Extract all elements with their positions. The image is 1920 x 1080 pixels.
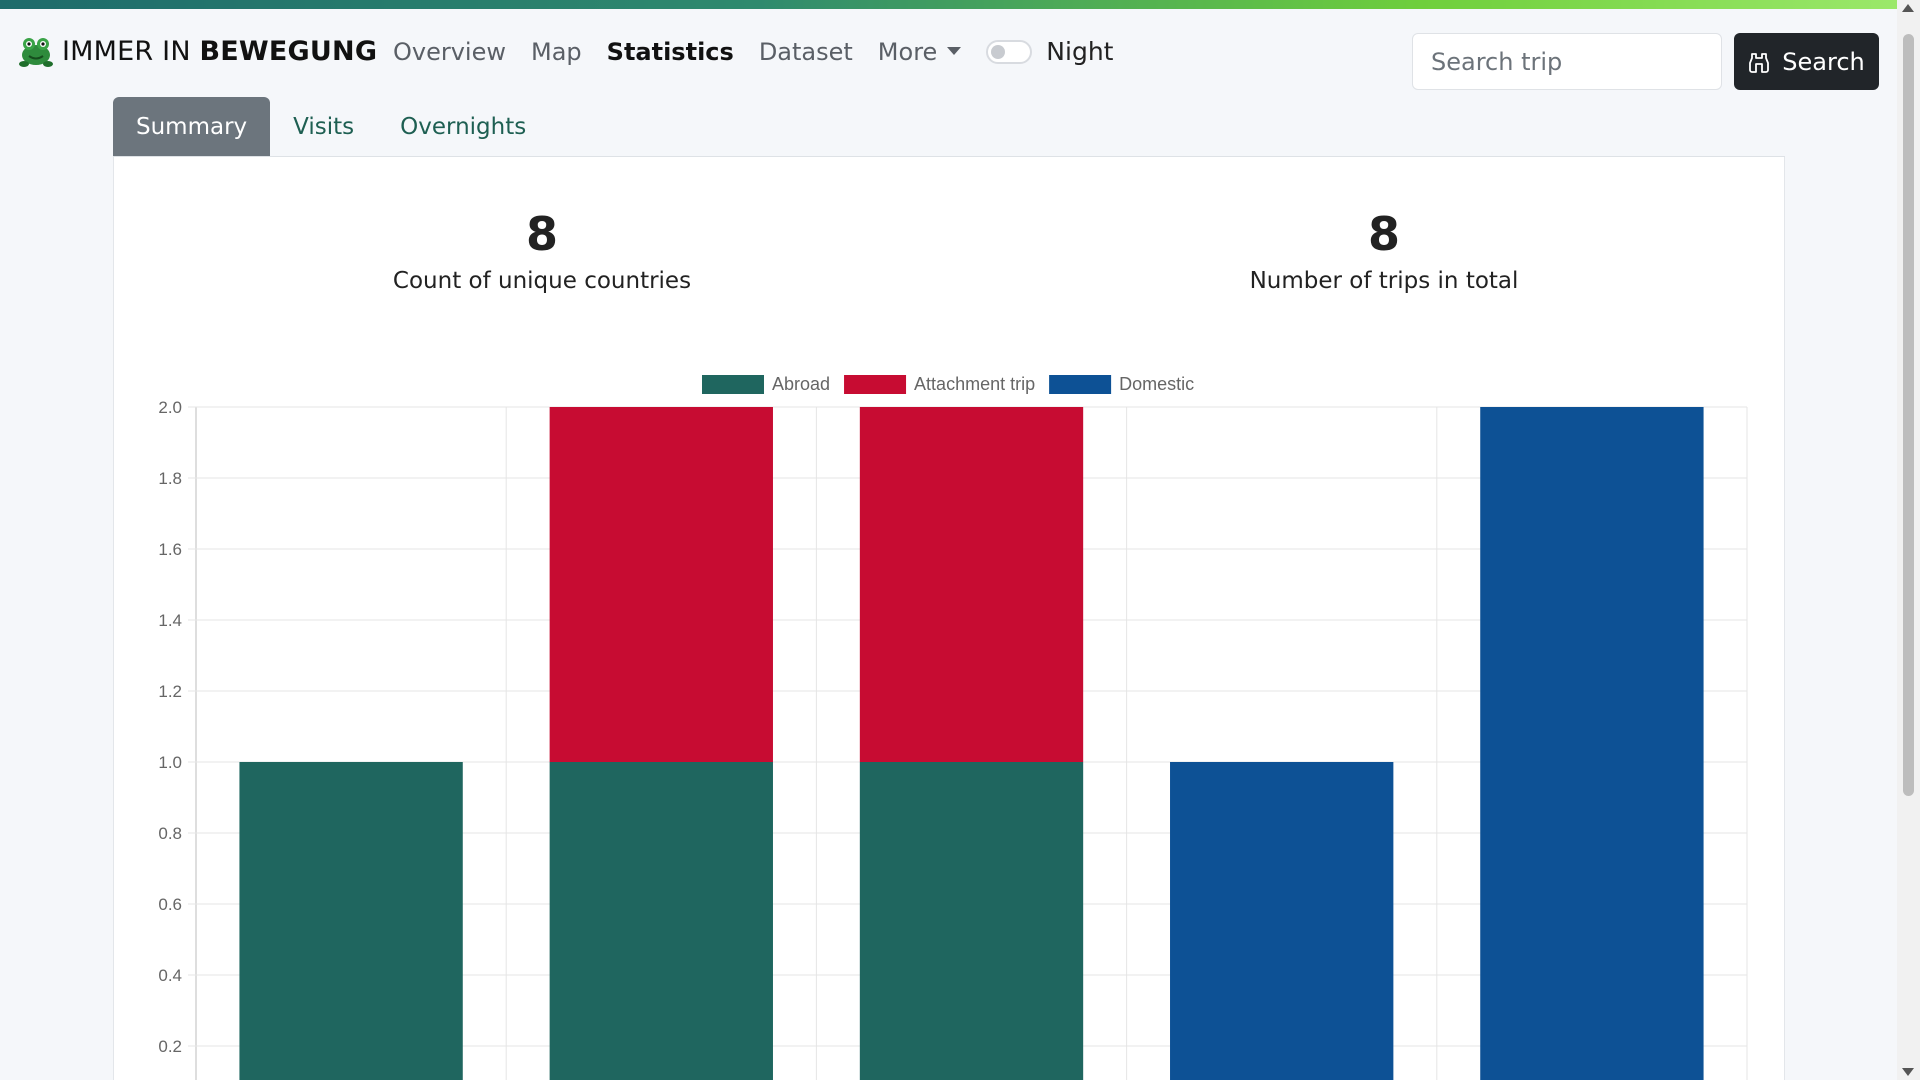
- tab-divider: [113, 156, 1785, 157]
- legend-label: Abroad: [772, 374, 830, 394]
- kpi-total-trips: 8 Number of trips in total: [1084, 207, 1684, 294]
- bar-abroad: [859, 762, 1084, 1080]
- scroll-thumb[interactable]: [1903, 34, 1914, 796]
- y-tick-label: 2.0: [158, 398, 182, 417]
- legend-swatch: [844, 375, 907, 394]
- search-input[interactable]: [1412, 33, 1722, 90]
- night-mode-label: Night: [1046, 37, 1114, 66]
- bar-attachment-trip: [549, 407, 773, 762]
- tab-overnights[interactable]: Overnights: [400, 114, 527, 140]
- legend-swatch: [1049, 375, 1112, 394]
- legend-label: Domestic: [1119, 374, 1194, 394]
- y-tick-label: 1.4: [158, 611, 182, 630]
- navbar: IMMER IN BEWEGUNG Overview Map Statistic…: [0, 9, 1897, 97]
- y-tick-label: 0.4: [158, 966, 182, 985]
- bar-domestic: [1480, 407, 1704, 1080]
- scroll-up-arrow-icon[interactable]: [1902, 4, 1914, 12]
- kpi-label: Number of trips in total: [1249, 268, 1519, 295]
- frog-logo-icon: [19, 38, 53, 67]
- y-tick-label: 1.8: [158, 469, 182, 488]
- kpi-label: Count of unique countries: [392, 268, 692, 295]
- tab-visits[interactable]: Visits: [293, 114, 355, 140]
- y-tick-label: 0.2: [158, 1037, 182, 1056]
- y-tick-label: 1.6: [158, 540, 182, 559]
- kpi-value: 8: [1367, 207, 1400, 261]
- bar-abroad: [549, 762, 773, 1080]
- legend-label: Attachment trip: [914, 374, 1035, 394]
- bar-domestic: [1170, 762, 1394, 1080]
- tab-summary[interactable]: Summary: [113, 97, 271, 157]
- nav-dataset[interactable]: Dataset: [758, 37, 853, 66]
- kpi-unique-countries: 8 Count of unique countries: [242, 207, 842, 294]
- y-tick-label: 0.8: [158, 824, 182, 843]
- caret-down-icon: [947, 46, 962, 55]
- top-accent-bar: [0, 0, 1897, 9]
- nav-overview[interactable]: Overview: [393, 37, 506, 66]
- nav-more-label: More: [877, 37, 938, 66]
- y-tick-label: 0.6: [158, 895, 182, 914]
- nav-statistics[interactable]: Statistics: [606, 37, 734, 66]
- brand-name: IMMER IN BEWEGUNG: [62, 35, 378, 67]
- nav-more-dropdown[interactable]: More: [878, 38, 962, 66]
- nav-map[interactable]: Map: [531, 37, 582, 66]
- toggle-knob: [991, 44, 1006, 59]
- brand[interactable]: IMMER IN BEWEGUNG: [18, 34, 377, 68]
- legend-swatch: [702, 375, 764, 394]
- bar-abroad: [239, 762, 463, 1080]
- stats-tabs: Summary Visits Overnights: [113, 97, 549, 157]
- search-button-label: Search: [1782, 47, 1865, 76]
- kpi-value: 8: [525, 207, 558, 261]
- binoculars-icon: [1749, 52, 1770, 73]
- y-tick-label: 1.0: [158, 753, 182, 772]
- night-mode-toggle[interactable]: [986, 39, 1033, 64]
- bar-attachment-trip: [859, 407, 1084, 762]
- y-tick-label: 1.2: [158, 682, 182, 701]
- summary-panel: 8 Count of unique countries 8 Number of …: [113, 157, 1785, 1080]
- scroll-down-arrow-icon[interactable]: [1902, 1068, 1914, 1076]
- search-button[interactable]: Search: [1734, 33, 1879, 90]
- trips-stacked-bar-chart: 2.0 1.8 1.6 1.4 1.2 1.0 0.8 0.6 0.4 0.2 Abroad Atta…: [158, 374, 1748, 1080]
- page-scrollbar[interactable]: [1897, 0, 1920, 1080]
- main-nav: Overview Map Statistics Dataset More Nig…: [393, 37, 1113, 66]
